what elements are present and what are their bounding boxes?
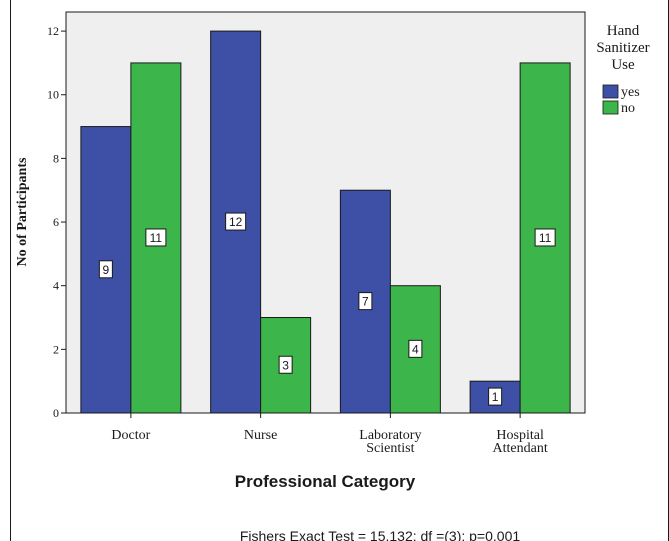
x-axis-title: Professional Category [235, 472, 416, 491]
y-tick-label: 8 [53, 151, 59, 165]
x-tick-label: Doctor [111, 428, 150, 443]
data-label-box [225, 212, 247, 231]
data-label: 1 [492, 390, 499, 404]
legend-title: Use [611, 57, 635, 73]
y-tick-label: 6 [53, 215, 59, 229]
legend-label-yes: yes [621, 85, 640, 100]
legend-label-no: no [621, 101, 635, 116]
data-label: 9 [103, 263, 110, 277]
y-axis-title: No of Participants [15, 157, 30, 266]
x-tick-label: Hospital [496, 428, 544, 443]
data-label-box [534, 228, 556, 247]
data-label: 3 [282, 358, 289, 372]
legend-title: Hand [607, 23, 640, 39]
statistics-annotation: Fishers Exact Test = 15.132; df =(3); p=… [240, 528, 521, 541]
x-tick-label: Scientist [366, 441, 414, 456]
legend-swatch-yes [602, 84, 619, 99]
y-tick-label: 4 [53, 279, 59, 293]
y-tick-label: 0 [53, 406, 59, 420]
data-label-box [278, 355, 293, 374]
data-label-box [358, 292, 373, 311]
data-label-box [98, 260, 113, 279]
data-label-box [488, 387, 503, 406]
legend-swatch-no [602, 100, 619, 115]
data-label: 7 [362, 295, 369, 309]
legend-title: Sanitizer [596, 40, 649, 56]
x-tick-label: Attendant [493, 441, 548, 456]
y-axis: 0 2 4 6 8 10 12 [47, 24, 66, 420]
x-tick-label: Nurse [244, 428, 277, 443]
data-label: 12 [229, 215, 243, 229]
data-label: 11 [150, 231, 163, 245]
y-tick-label: 10 [47, 88, 59, 102]
y-tick-label: 12 [47, 24, 59, 38]
data-label: 11 [539, 231, 552, 245]
x-tick-label: Laboratory [359, 428, 421, 443]
data-label-box [145, 228, 167, 247]
data-label: 4 [412, 342, 419, 356]
data-label-box [408, 339, 423, 358]
y-tick-label: 2 [53, 342, 59, 356]
